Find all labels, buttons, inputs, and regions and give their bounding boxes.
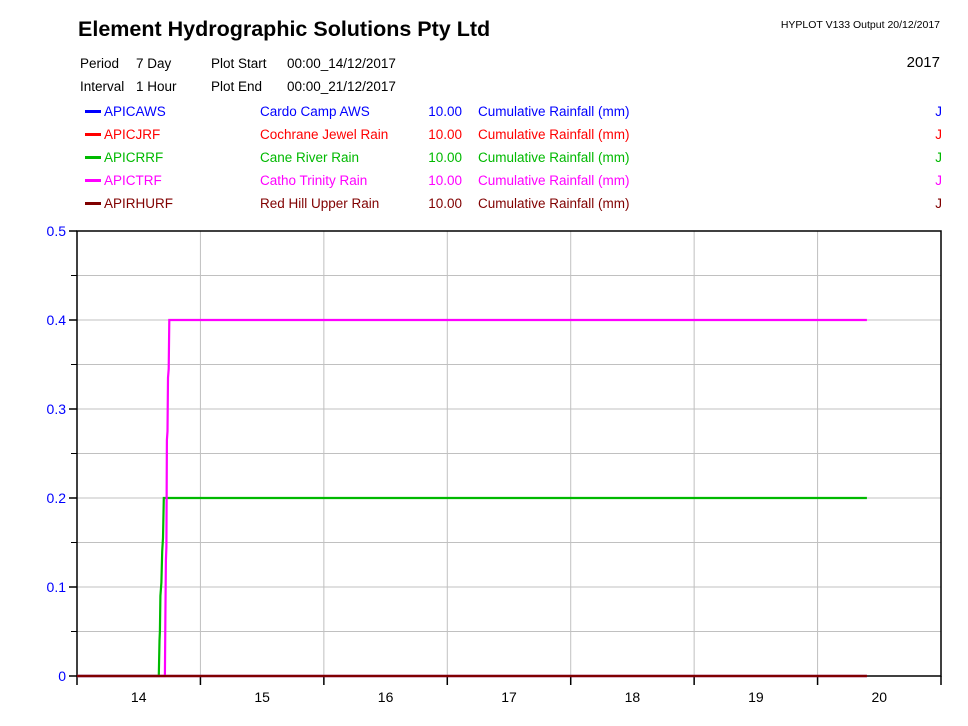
plot-start-value: 00:00_14/12/2017: [287, 56, 396, 71]
variable-label: Cumulative Rainfall (mm): [478, 127, 630, 142]
y-tick-label: 0.2: [47, 490, 67, 506]
variable-label: Cumulative Rainfall (mm): [478, 196, 630, 211]
x-tick-label: 15: [254, 689, 270, 705]
scale-value: 10.00: [428, 196, 462, 211]
series-line-sample-icon: [85, 202, 101, 205]
x-tick-label: 14: [131, 689, 147, 705]
station-id: APICTRF: [104, 173, 162, 188]
series-line-sample-icon: [85, 156, 101, 159]
interval-value: 1 Hour: [136, 79, 177, 94]
x-tick-label: 16: [378, 689, 394, 705]
y-tick-label: 0.5: [47, 223, 67, 239]
x-tick-label: 17: [501, 689, 517, 705]
quality-code: J: [935, 150, 942, 165]
page-title: Element Hydrographic Solutions Pty Ltd: [78, 17, 491, 41]
variable-label: Cumulative Rainfall (mm): [478, 150, 630, 165]
station-id: APICAWS: [104, 104, 166, 119]
series-APICRRF-line: [77, 496, 867, 678]
station-id: APIRHURF: [104, 196, 174, 211]
station-name: Cochrane Jewel Rain: [260, 127, 389, 142]
series-line-sample-icon: [85, 179, 101, 182]
y-tick-label: 0.1: [47, 579, 67, 595]
series-line-sample-icon: [85, 110, 101, 113]
legend: APICAWS Cardo Camp AWS 10.00 Cumulative …: [0, 103, 968, 218]
legend-row: APICTRF Catho Trinity Rain 10.00 Cumulat…: [0, 172, 968, 195]
variable-label: Cumulative Rainfall (mm): [478, 104, 630, 119]
scale-value: 10.00: [428, 150, 462, 165]
station-name: Red Hill Upper Rain: [260, 196, 380, 211]
station-id: APICJRF: [104, 127, 161, 142]
plot-end-label: Plot End: [211, 79, 263, 94]
y-tick-label: 0.4: [47, 312, 67, 328]
scale-value: 10.00: [428, 104, 462, 119]
period-value: 7 Day: [136, 56, 172, 71]
legend-row: APICAWS Cardo Camp AWS 10.00 Cumulative …: [0, 103, 968, 126]
x-tick-label: 20: [871, 689, 887, 705]
station-name: Cane River Rain: [260, 150, 360, 165]
plot-frame: [76, 230, 942, 677]
station-id: APICRRF: [104, 150, 164, 165]
quality-code: J: [935, 173, 942, 188]
year-label: 2017: [906, 54, 940, 71]
plot-start-label: Plot Start: [211, 56, 267, 71]
period-row: Period 7 Day Plot Start 00:00_14/12/2017: [0, 56, 968, 72]
y-tick-label: 0.3: [47, 401, 67, 417]
interval-label: Interval: [80, 79, 125, 94]
app-version-output-date: HYPLOT V133 Output 20/12/2017: [780, 19, 940, 31]
legend-row: APIRHURF Red Hill Upper Rain 10.00 Cumul…: [0, 195, 968, 218]
quality-code: J: [935, 196, 942, 211]
variable-label: Cumulative Rainfall (mm): [478, 173, 630, 188]
station-name: Cardo Camp AWS: [260, 104, 370, 119]
series-line-sample-icon: [85, 133, 101, 136]
plot-end-value: 00:00_21/12/2017: [287, 79, 396, 94]
series-APICTRF-line: [77, 318, 867, 678]
interval-row: Interval 1 Hour Plot End 00:00_21/12/201…: [0, 79, 968, 95]
x-tick-label: 18: [625, 689, 641, 705]
legend-row: APICRRF Cane River Rain 10.00 Cumulative…: [0, 149, 968, 172]
x-tick-label: 19: [748, 689, 764, 705]
period-label: Period: [80, 56, 120, 71]
y-tick-label: 0: [58, 668, 66, 684]
legend-row: APICJRF Cochrane Jewel Rain 10.00 Cumula…: [0, 126, 968, 149]
scale-value: 10.00: [428, 173, 462, 188]
scale-value: 10.00: [428, 127, 462, 142]
quality-code: J: [935, 127, 942, 142]
station-name: Catho Trinity Rain: [260, 173, 368, 188]
quality-code: J: [935, 104, 942, 119]
